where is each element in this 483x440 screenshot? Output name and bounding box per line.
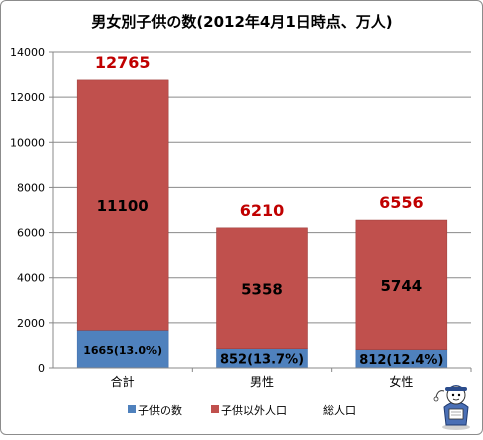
bar-non-children	[355, 219, 448, 350]
y-tick-label: 14000	[10, 46, 45, 59]
x-tick-label: 女性	[389, 374, 413, 389]
legend-label: 子供以外人口	[221, 403, 287, 417]
y-tick-label: 10000	[10, 136, 45, 149]
data-label-non-children: 5358	[241, 280, 283, 298]
y-axis: 0 2000 4000 6000 8000 10000 12000 14000	[10, 46, 54, 375]
x-tick-label: 合計	[111, 374, 135, 389]
bar-children	[76, 330, 169, 369]
legend-swatch	[128, 405, 136, 413]
x-tick-label: 男性	[250, 375, 274, 389]
data-label-non-children: 11100	[97, 197, 149, 215]
data-label-total: 6210	[240, 201, 285, 220]
y-tick-label: 2000	[17, 317, 45, 330]
chart-title: 男女別子供の数(2012年4月1日時点、万人)	[91, 13, 392, 31]
legend-swatch	[211, 405, 219, 413]
data-label-non-children: 5744	[380, 277, 422, 295]
data-label-total: 12765	[95, 53, 151, 72]
legend: 子供の数 子供以外人口 総人口	[128, 403, 356, 417]
y-tick-label: 12000	[10, 91, 45, 104]
data-label-children: 812(12.4%)	[359, 353, 443, 368]
data-label-total: 6556	[379, 193, 424, 212]
bars: 1665(13.0%) 11100 12765 852(13.7%) 5358 6210 8…	[76, 53, 448, 369]
y-tick-label: 0	[38, 362, 45, 375]
x-axis: 合計 男性 女性	[53, 367, 472, 389]
mascot-illustration	[433, 385, 470, 430]
bar-non-children	[76, 79, 169, 331]
legend-label: 総人口	[323, 403, 356, 417]
legend-label: 子供の数	[138, 403, 182, 417]
data-label-children: 852(13.7%)	[220, 352, 304, 367]
y-tick-label: 6000	[17, 227, 45, 240]
y-tick-label: 8000	[17, 181, 45, 194]
data-label-children: 1665(13.0%)	[83, 344, 162, 357]
bar-non-children	[216, 227, 308, 350]
y-tick-label: 4000	[17, 272, 45, 285]
